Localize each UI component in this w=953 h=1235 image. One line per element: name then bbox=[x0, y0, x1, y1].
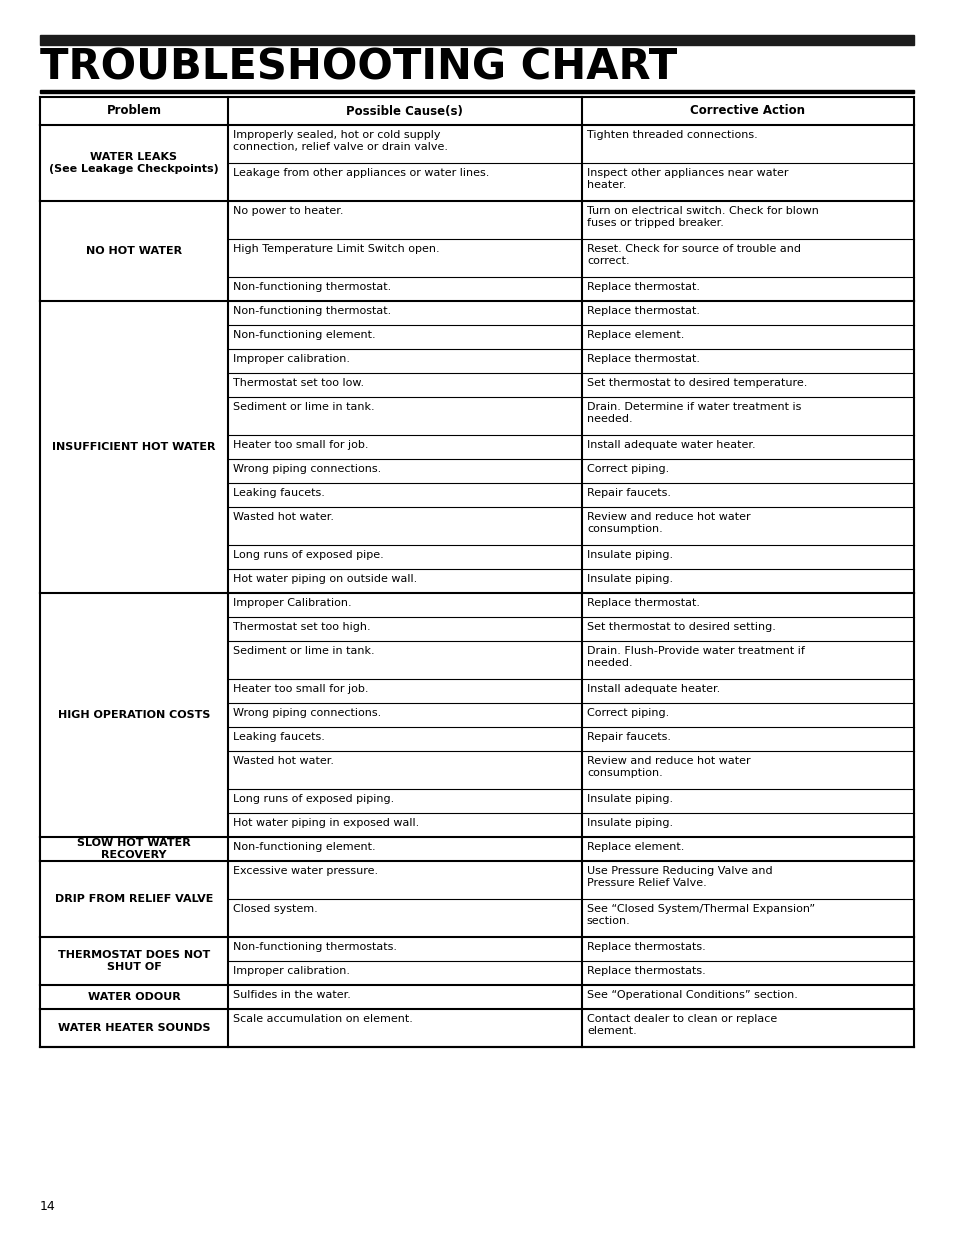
Bar bbox=[40, 986, 913, 1009]
Text: Insulate piping.: Insulate piping. bbox=[586, 550, 672, 559]
Text: Insulate piping.: Insulate piping. bbox=[586, 818, 672, 827]
Text: Non-functioning element.: Non-functioning element. bbox=[233, 842, 375, 852]
Text: Leaking faucets.: Leaking faucets. bbox=[233, 488, 324, 498]
Text: Non-functioning element.: Non-functioning element. bbox=[233, 330, 375, 340]
Text: Heater too small for job.: Heater too small for job. bbox=[233, 440, 368, 450]
Text: Wasted hot water.: Wasted hot water. bbox=[233, 756, 334, 766]
Text: Improper Calibration.: Improper Calibration. bbox=[233, 598, 351, 608]
Text: See “Closed System/Thermal Expansion”
section.: See “Closed System/Thermal Expansion” se… bbox=[586, 904, 814, 925]
Text: Improperly sealed, hot or cold supply
connection, relief valve or drain valve.: Improperly sealed, hot or cold supply co… bbox=[233, 130, 448, 152]
Text: Repair faucets.: Repair faucets. bbox=[586, 488, 670, 498]
Text: Corrective Action: Corrective Action bbox=[690, 105, 804, 117]
Text: Problem: Problem bbox=[107, 105, 161, 117]
Text: Replace thermostat.: Replace thermostat. bbox=[586, 282, 700, 291]
Text: TROUBLESHOOTING CHART: TROUBLESHOOTING CHART bbox=[40, 47, 677, 89]
Bar bbox=[40, 301, 913, 593]
Text: Review and reduce hot water
consumption.: Review and reduce hot water consumption. bbox=[586, 756, 750, 778]
Text: SLOW HOT WATER
RECOVERY: SLOW HOT WATER RECOVERY bbox=[77, 839, 191, 860]
Text: Excessive water pressure.: Excessive water pressure. bbox=[233, 866, 377, 876]
Text: Possible Cause(s): Possible Cause(s) bbox=[346, 105, 463, 117]
Text: Long runs of exposed pipe.: Long runs of exposed pipe. bbox=[233, 550, 383, 559]
Text: Improper calibration.: Improper calibration. bbox=[233, 354, 350, 364]
Text: Hot water piping in exposed wall.: Hot water piping in exposed wall. bbox=[233, 818, 418, 827]
Text: Replace thermostat.: Replace thermostat. bbox=[586, 354, 700, 364]
Text: Replace thermostat.: Replace thermostat. bbox=[586, 306, 700, 316]
Text: Replace element.: Replace element. bbox=[586, 842, 683, 852]
Text: THERMOSTAT DOES NOT
SHUT OF: THERMOSTAT DOES NOT SHUT OF bbox=[58, 950, 210, 972]
Text: Improper calibration.: Improper calibration. bbox=[233, 966, 350, 976]
Text: Set thermostat to desired setting.: Set thermostat to desired setting. bbox=[586, 622, 775, 632]
Text: 14: 14 bbox=[40, 1200, 55, 1213]
Text: Scale accumulation on element.: Scale accumulation on element. bbox=[233, 1014, 413, 1024]
Bar bbox=[40, 861, 913, 937]
Text: Sulfides in the water.: Sulfides in the water. bbox=[233, 990, 351, 1000]
Text: Heater too small for job.: Heater too small for job. bbox=[233, 684, 368, 694]
Text: INSUFFICIENT HOT WATER: INSUFFICIENT HOT WATER bbox=[52, 442, 215, 452]
Text: Leakage from other appliances or water lines.: Leakage from other appliances or water l… bbox=[233, 168, 489, 178]
Text: Replace element.: Replace element. bbox=[586, 330, 683, 340]
Bar bbox=[40, 90, 913, 93]
Text: Thermostat set too high.: Thermostat set too high. bbox=[233, 622, 370, 632]
Text: Contact dealer to clean or replace
element.: Contact dealer to clean or replace eleme… bbox=[586, 1014, 777, 1036]
Text: HIGH OPERATION COSTS: HIGH OPERATION COSTS bbox=[58, 710, 210, 720]
Text: Set thermostat to desired temperature.: Set thermostat to desired temperature. bbox=[586, 378, 806, 388]
Text: Wrong piping connections.: Wrong piping connections. bbox=[233, 464, 381, 474]
Text: Correct piping.: Correct piping. bbox=[586, 708, 668, 718]
Text: Replace thermostat.: Replace thermostat. bbox=[586, 598, 700, 608]
Text: Sediment or lime in tank.: Sediment or lime in tank. bbox=[233, 403, 375, 412]
Text: Correct piping.: Correct piping. bbox=[586, 464, 668, 474]
Text: Wasted hot water.: Wasted hot water. bbox=[233, 513, 334, 522]
Text: Inspect other appliances near water
heater.: Inspect other appliances near water heat… bbox=[586, 168, 787, 190]
Text: Hot water piping on outside wall.: Hot water piping on outside wall. bbox=[233, 574, 416, 584]
Text: High Temperature Limit Switch open.: High Temperature Limit Switch open. bbox=[233, 245, 439, 254]
Bar bbox=[40, 35, 913, 44]
Bar bbox=[40, 837, 913, 861]
Text: Non-functioning thermostats.: Non-functioning thermostats. bbox=[233, 942, 396, 952]
Text: No power to heater.: No power to heater. bbox=[233, 206, 343, 216]
Text: Thermostat set too low.: Thermostat set too low. bbox=[233, 378, 364, 388]
Text: Non-functioning thermostat.: Non-functioning thermostat. bbox=[233, 282, 391, 291]
Bar bbox=[40, 201, 913, 301]
Text: Replace thermostats.: Replace thermostats. bbox=[586, 942, 705, 952]
Text: Insulate piping.: Insulate piping. bbox=[586, 794, 672, 804]
Text: Use Pressure Reducing Valve and
Pressure Relief Valve.: Use Pressure Reducing Valve and Pressure… bbox=[586, 866, 772, 888]
Text: See “Operational Conditions” section.: See “Operational Conditions” section. bbox=[586, 990, 797, 1000]
Text: Drain. Determine if water treatment is
needed.: Drain. Determine if water treatment is n… bbox=[586, 403, 801, 424]
Bar bbox=[40, 1009, 913, 1047]
Bar bbox=[40, 937, 913, 986]
Text: WATER LEAKS
(See Leakage Checkpoints): WATER LEAKS (See Leakage Checkpoints) bbox=[49, 152, 218, 174]
Text: Replace thermostats.: Replace thermostats. bbox=[586, 966, 705, 976]
Text: Drain. Flush-Provide water treatment if
needed.: Drain. Flush-Provide water treatment if … bbox=[586, 646, 804, 668]
Text: Tighten threaded connections.: Tighten threaded connections. bbox=[586, 130, 757, 140]
Text: Repair faucets.: Repair faucets. bbox=[586, 732, 670, 742]
Bar bbox=[40, 98, 913, 125]
Text: Long runs of exposed piping.: Long runs of exposed piping. bbox=[233, 794, 394, 804]
Text: DRIP FROM RELIEF VALVE: DRIP FROM RELIEF VALVE bbox=[54, 894, 213, 904]
Text: Non-functioning thermostat.: Non-functioning thermostat. bbox=[233, 306, 391, 316]
Text: Review and reduce hot water
consumption.: Review and reduce hot water consumption. bbox=[586, 513, 750, 534]
Bar bbox=[40, 125, 913, 201]
Text: Leaking faucets.: Leaking faucets. bbox=[233, 732, 324, 742]
Text: WATER ODOUR: WATER ODOUR bbox=[88, 992, 180, 1002]
Text: Reset. Check for source of trouble and
correct.: Reset. Check for source of trouble and c… bbox=[586, 245, 800, 266]
Bar bbox=[40, 593, 913, 837]
Text: Turn on electrical switch. Check for blown
fuses or tripped breaker.: Turn on electrical switch. Check for blo… bbox=[586, 206, 818, 227]
Text: Sediment or lime in tank.: Sediment or lime in tank. bbox=[233, 646, 375, 656]
Text: Install adequate heater.: Install adequate heater. bbox=[586, 684, 720, 694]
Text: Wrong piping connections.: Wrong piping connections. bbox=[233, 708, 381, 718]
Text: Insulate piping.: Insulate piping. bbox=[586, 574, 672, 584]
Text: WATER HEATER SOUNDS: WATER HEATER SOUNDS bbox=[57, 1023, 210, 1032]
Text: NO HOT WATER: NO HOT WATER bbox=[86, 246, 182, 256]
Text: Closed system.: Closed system. bbox=[233, 904, 317, 914]
Text: Install adequate water heater.: Install adequate water heater. bbox=[586, 440, 755, 450]
